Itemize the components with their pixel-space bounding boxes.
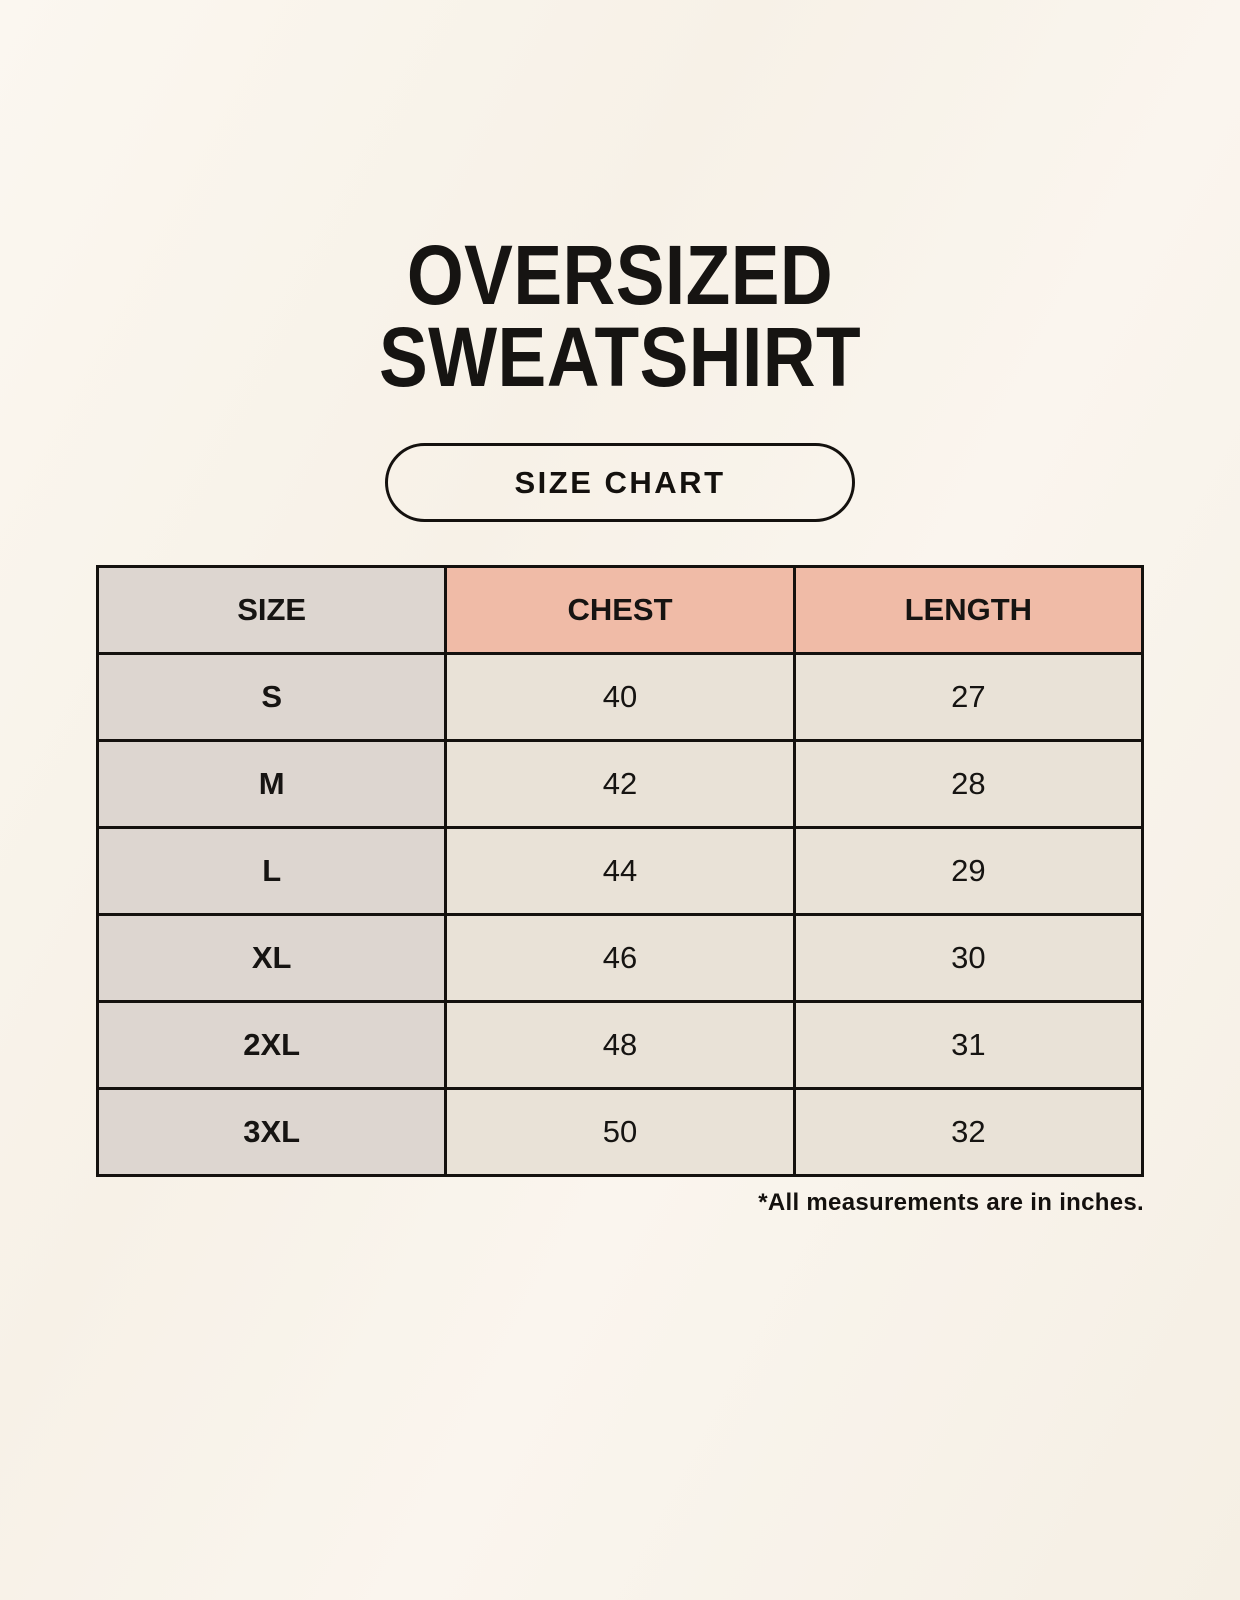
row-l-chest: 44 [444,826,796,916]
measurements-footnote: *All measurements are in inches. [758,1189,1144,1216]
size-chart-table: SIZE CHEST LENGTH S 40 27 M 42 28 L 44 2… [95,565,1145,1177]
row-2xl-length: 31 [792,1000,1145,1090]
table-row-3xl: 3XL 50 32 [95,1087,1145,1177]
row-s-size: S [95,652,448,742]
row-s-length: 27 [792,652,1145,742]
column-header-length: LENGTH [792,565,1145,655]
row-m-length: 28 [792,739,1145,829]
row-l-size: L [95,826,448,916]
table-row-2xl: 2XL 48 31 [95,1000,1145,1090]
size-chart-button[interactable]: SIZE CHART [385,443,855,522]
table-header-row: SIZE CHEST LENGTH [95,565,1145,655]
column-header-size: SIZE [95,565,448,655]
page-title: OVERSIZED SWEATSHIRT [81,0,1160,404]
row-xl-chest: 46 [444,913,796,1003]
row-2xl-size: 2XL [95,1000,448,1090]
row-3xl-chest: 50 [444,1087,796,1177]
row-m-size: M [95,739,448,829]
row-3xl-length: 32 [792,1087,1145,1177]
column-header-chest: CHEST [444,565,796,655]
row-xl-length: 30 [792,913,1145,1003]
title-line-2: SWEATSHIRT [378,310,862,404]
row-3xl-size: 3XL [95,1087,448,1177]
size-chart-button-label: SIZE CHART [514,464,726,500]
table-row-l: L 44 29 [95,826,1145,916]
row-xl-size: XL [95,913,448,1003]
table-row-s: S 40 27 [95,652,1145,742]
table-row-m: M 42 28 [95,739,1145,829]
row-2xl-chest: 48 [444,1000,796,1090]
row-s-chest: 40 [444,652,796,742]
row-m-chest: 42 [444,739,796,829]
title-line-1: OVERSIZED [406,228,834,322]
table-row-xl: XL 46 30 [95,913,1145,1003]
row-l-length: 29 [792,826,1145,916]
